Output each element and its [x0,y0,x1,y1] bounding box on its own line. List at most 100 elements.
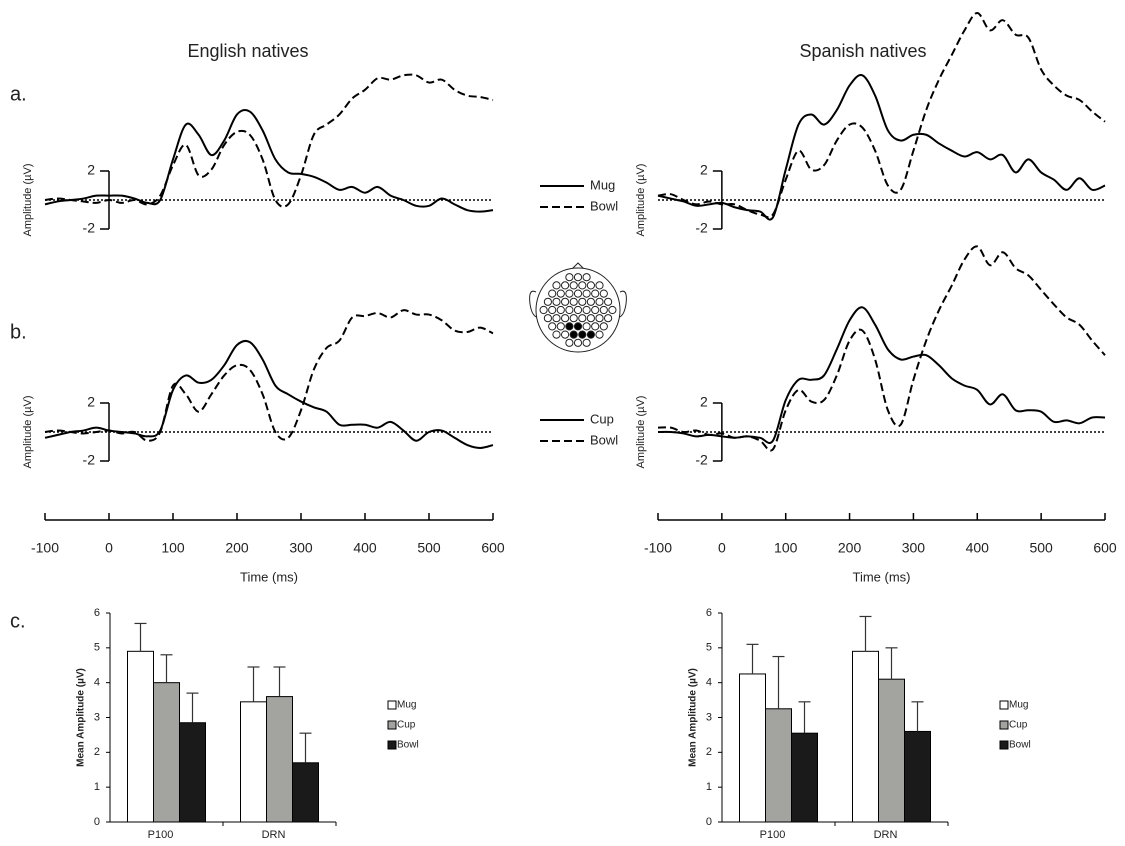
x-tick-label: 600 [1093,540,1117,556]
electrode [565,273,574,282]
erp-line [657,11,1106,219]
electrode [582,338,591,347]
legend-swatch [999,740,1009,750]
electrode [552,297,561,306]
electrode [561,297,570,306]
electrode [543,297,553,306]
y-tick-label: -2 [695,452,708,468]
bar [153,682,180,823]
bar [179,722,206,823]
y-tick-label: 2 [87,394,95,410]
electrode [595,330,604,339]
y-axis-label: Amplitude (µV) [22,396,34,469]
erp-line [657,245,1106,452]
electrode [539,305,548,315]
legend-label: Bowl [590,432,618,447]
legend-label: Cup [397,720,416,731]
y-tick-label: 2 [706,746,712,758]
legend-label: Bowl [590,198,618,213]
electrode [561,314,570,323]
panel-label: b. [10,321,27,343]
electrode [582,273,591,282]
electrode [565,338,574,347]
x-tick-label: 400 [966,540,990,556]
legend-label: Bowl [397,740,419,751]
y-tick-label: 1 [94,781,100,793]
y-axis-label: Mean Amplitude (µV) [688,668,699,767]
legend-label: Bowl [1009,740,1031,751]
panel-label: c. [10,610,26,632]
electrode [599,289,608,298]
electrode [565,322,574,331]
y-tick-label: 3 [94,711,100,723]
x-tick-label: -100 [31,540,59,556]
electrode [586,330,596,339]
y-tick-label: 0 [706,816,712,828]
panel-label: a. [10,83,27,105]
electrode [548,305,557,315]
electrode [591,289,600,298]
electrode [578,281,587,290]
electrode [599,305,608,315]
erp-line [44,309,494,442]
electrode [599,322,608,331]
column-title: English natives [187,41,308,61]
legend-swatch [387,740,397,750]
y-tick-label: -2 [83,452,96,468]
electrode [556,322,565,331]
legend-label: Mug [397,700,416,711]
y-tick-label: 5 [706,642,712,654]
electrode [552,281,561,290]
bar [739,673,766,823]
legend-swatch [999,720,1009,730]
bar [904,730,931,823]
electrode [573,338,583,347]
electrode [565,289,574,298]
electrode [573,305,583,315]
column-title: Spanish natives [799,41,926,61]
y-tick-label: -2 [83,220,96,236]
electrode [604,297,613,306]
electrode [556,305,565,315]
y-tick-label: -2 [695,220,708,236]
x-tick-label: 500 [1029,540,1053,556]
x-tick-label: DRN [262,829,286,841]
x-tick-label: 100 [161,540,185,556]
electrode [569,281,578,290]
y-tick-label: 6 [706,607,712,619]
electrode [582,305,591,315]
electrode [552,330,561,339]
y-tick-label: 2 [87,162,95,178]
y-tick-label: 3 [706,711,712,723]
y-tick-label: 2 [700,162,708,178]
x-tick-label: 600 [481,540,505,556]
electrode [578,314,587,323]
electrode [569,314,578,323]
legend-label: Mug [590,177,615,192]
electrode [586,314,596,323]
bar [292,762,319,823]
x-axis-label: Time (ms) [240,569,298,584]
ears [529,290,627,319]
legend-swatch [387,720,397,730]
electrode [608,305,617,315]
x-tick-label: 300 [902,540,926,556]
electrode [561,330,570,339]
bar [266,696,293,823]
erp-line [657,74,1106,221]
electrode [573,289,583,298]
erp-line [44,109,494,213]
x-tick-label: P100 [760,829,786,841]
x-tick-label: 100 [774,540,798,556]
y-tick-label: 2 [94,746,100,758]
electrode [569,330,578,339]
legend-label: Cup [590,411,614,426]
x-tick-label: 0 [718,540,726,556]
legend-label: Cup [1009,720,1028,731]
electrode [586,281,596,290]
electrode [582,322,591,331]
electrode [591,305,600,315]
bar [127,650,154,823]
electrode [604,314,613,323]
